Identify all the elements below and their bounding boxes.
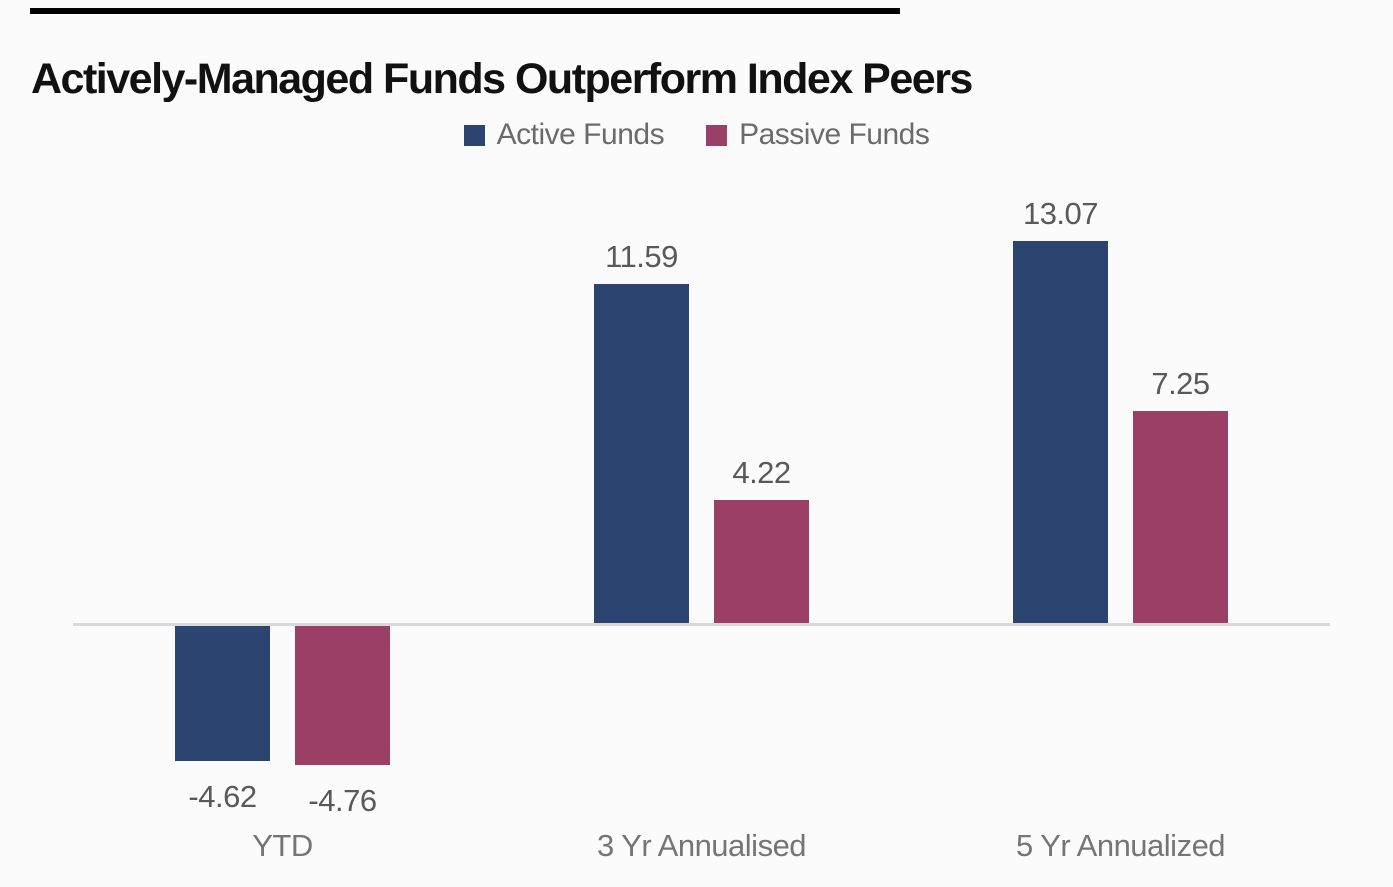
value-label: 13.07 [1022,196,1099,231]
bar-active-funds-1 [594,284,689,623]
category-label-0: YTD [252,828,313,863]
bar-passive-funds-1 [714,500,809,623]
bar-passive-funds-0 [295,626,390,765]
chart-title: Actively-Managed Funds Outperform Index … [31,54,973,103]
legend-swatch-icon [463,124,485,146]
value-label: 7.25 [1151,366,1210,401]
legend-label: Passive Funds [739,118,930,151]
value-label: 4.22 [732,455,791,490]
category-label-2: 5 Yr Annualized [1015,828,1226,863]
legend-label: Active Funds [496,118,665,151]
value-label: 11.59 [605,239,678,274]
legend-item-passive-funds: Passive Funds [706,118,930,152]
bar-active-funds-0 [175,626,270,761]
bar-passive-funds-2 [1133,411,1228,623]
zero-axis-line [73,623,1330,626]
value-label: -4.76 [308,783,377,818]
legend-item-active-funds: Active Funds [463,118,665,152]
chart-legend: Active Funds Passive Funds [0,112,1393,158]
top-rule-bar [30,8,900,14]
legend-swatch-icon [706,124,728,146]
bar-active-funds-2 [1013,241,1108,623]
value-label: -4.62 [188,779,257,814]
category-label-1: 3 Yr Annualised [596,828,807,863]
